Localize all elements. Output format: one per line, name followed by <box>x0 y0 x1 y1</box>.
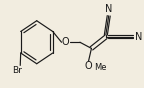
Text: N: N <box>134 32 142 42</box>
Text: O: O <box>85 61 92 71</box>
Text: O: O <box>62 37 69 47</box>
Text: N: N <box>105 4 112 14</box>
Text: Me: Me <box>95 62 107 71</box>
Text: Br: Br <box>12 66 22 75</box>
